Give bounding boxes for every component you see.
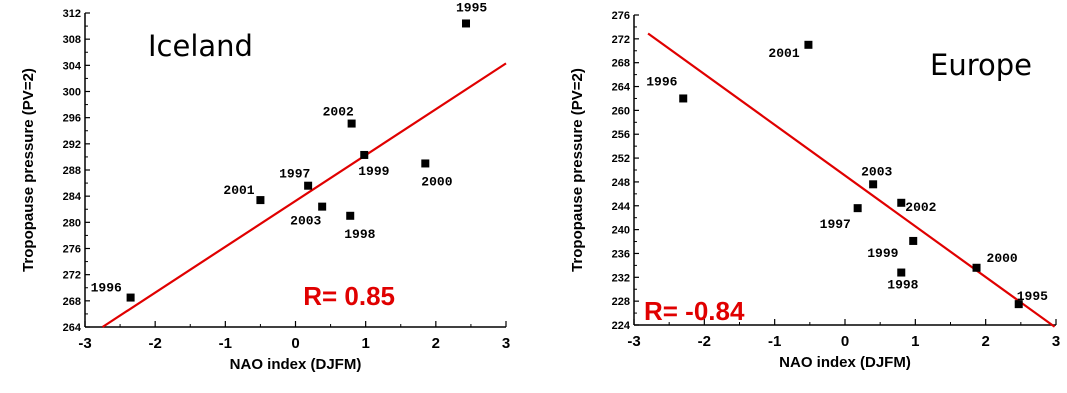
x-tick-label: 0 bbox=[291, 335, 299, 352]
y-axis-label: Tropopause pressure (PV=2) bbox=[20, 68, 37, 272]
data-point-1995 bbox=[1014, 300, 1023, 309]
data-point-1996 bbox=[126, 293, 135, 302]
data-point-2001 bbox=[256, 196, 265, 205]
x-tick-label: 2 bbox=[981, 333, 989, 350]
y-tick-label: 312 bbox=[63, 8, 81, 20]
x-tick-label: -2 bbox=[698, 333, 711, 350]
y-tick-label: 276 bbox=[63, 244, 81, 256]
point-label-1996: 1996 bbox=[91, 281, 122, 296]
point-label-2000: 2000 bbox=[421, 174, 452, 189]
x-tick-label: 2 bbox=[432, 335, 440, 352]
point-label-1997: 1997 bbox=[279, 167, 310, 182]
y-tick-label: 276 bbox=[612, 10, 630, 22]
data-point-1995 bbox=[462, 19, 471, 28]
point-label-1999: 1999 bbox=[358, 164, 389, 179]
point-label-1996: 1996 bbox=[646, 74, 677, 89]
y-tick-label: 260 bbox=[612, 105, 630, 117]
y-tick-label: 264 bbox=[612, 82, 631, 94]
data-point-1997 bbox=[304, 181, 313, 190]
regression-line bbox=[647, 32, 1056, 328]
y-tick-label: 232 bbox=[612, 272, 630, 284]
point-label-1998: 1998 bbox=[887, 278, 918, 293]
x-tick-label: 1 bbox=[361, 335, 369, 352]
y-tick-label: 308 bbox=[63, 34, 81, 46]
y-tick-label: 272 bbox=[612, 34, 630, 46]
point-label-1995: 1995 bbox=[456, 0, 487, 15]
point-label-2003: 2003 bbox=[861, 164, 892, 179]
y-tick-label: 236 bbox=[612, 248, 630, 260]
x-tick-label: -2 bbox=[148, 335, 161, 352]
point-label-1995: 1995 bbox=[1017, 289, 1048, 304]
y-axis-label: Tropopause pressure (PV=2) bbox=[569, 68, 586, 272]
data-point-2002 bbox=[347, 119, 356, 128]
point-label-2001: 2001 bbox=[223, 183, 254, 198]
x-tick-label: 3 bbox=[1052, 333, 1060, 350]
point-label-1998: 1998 bbox=[344, 227, 375, 242]
data-point-1998 bbox=[346, 211, 355, 220]
point-label-1997: 1997 bbox=[820, 217, 851, 232]
y-tick-label: 228 bbox=[612, 296, 630, 308]
point-label-2001: 2001 bbox=[768, 46, 799, 61]
y-tick-label: 284 bbox=[63, 191, 82, 203]
data-point-2003 bbox=[318, 202, 327, 211]
y-tick-label: 268 bbox=[612, 58, 630, 70]
data-point-1998 bbox=[897, 268, 906, 277]
point-label-2002: 2002 bbox=[323, 105, 354, 120]
point-label-1999: 1999 bbox=[867, 246, 898, 261]
x-axis-label: NAO index (DJFM) bbox=[230, 356, 362, 373]
x-tick-label: -1 bbox=[768, 333, 781, 350]
y-tick-label: 280 bbox=[63, 217, 81, 229]
data-point-1999 bbox=[909, 236, 918, 245]
chart-title: Iceland bbox=[148, 29, 253, 63]
chart-europe: 224 228 232 236 240 244 248 252 256 260 264 268 272 2… bbox=[569, 10, 1060, 371]
y-tick-label: 248 bbox=[612, 177, 630, 189]
point-label-2000: 2000 bbox=[987, 251, 1018, 266]
chart-title: Europe bbox=[930, 48, 1032, 82]
x-tick-label: -1 bbox=[219, 335, 232, 352]
regression-line bbox=[101, 62, 507, 328]
x-tick-label: 3 bbox=[502, 335, 510, 352]
y-tick-label: 288 bbox=[63, 165, 81, 177]
x-tick-label: -3 bbox=[627, 333, 640, 350]
y-tick-label: 292 bbox=[63, 139, 81, 151]
data-point-1997 bbox=[853, 204, 862, 213]
correlation-label: R= -0.84 bbox=[644, 296, 745, 326]
data-point-2000 bbox=[972, 263, 981, 272]
y-tick-label: 272 bbox=[63, 270, 81, 282]
data-point-2002 bbox=[897, 198, 906, 207]
x-tick-label: 1 bbox=[911, 333, 919, 350]
data-point-1996 bbox=[679, 94, 688, 103]
data-point-2003 bbox=[869, 180, 878, 189]
x-tick-label: 0 bbox=[841, 333, 849, 350]
y-tick-label: 240 bbox=[612, 225, 630, 237]
data-point-1999 bbox=[360, 150, 369, 159]
y-tick-label: 244 bbox=[612, 201, 631, 213]
y-tick-label: 268 bbox=[63, 296, 81, 308]
y-tick-label: 296 bbox=[63, 113, 81, 125]
y-tick-label: 224 bbox=[612, 320, 631, 332]
x-axis-label: NAO index (DJFM) bbox=[779, 354, 911, 371]
x-tick-label: -3 bbox=[78, 335, 91, 352]
y-tick-label: 252 bbox=[612, 153, 630, 165]
y-tick-label: 304 bbox=[63, 60, 82, 72]
data-point-2000 bbox=[421, 159, 430, 168]
correlation-label: R= 0.85 bbox=[303, 281, 395, 311]
chart-iceland: 264268272276280284288292296300304308312-… bbox=[20, 0, 510, 373]
point-label-2003: 2003 bbox=[290, 214, 321, 229]
data-point-2001 bbox=[804, 40, 813, 49]
y-tick-label: 300 bbox=[63, 87, 81, 99]
y-tick-label: 256 bbox=[612, 129, 630, 141]
y-tick-label: 264 bbox=[63, 322, 82, 334]
point-label-2002: 2002 bbox=[905, 200, 936, 215]
